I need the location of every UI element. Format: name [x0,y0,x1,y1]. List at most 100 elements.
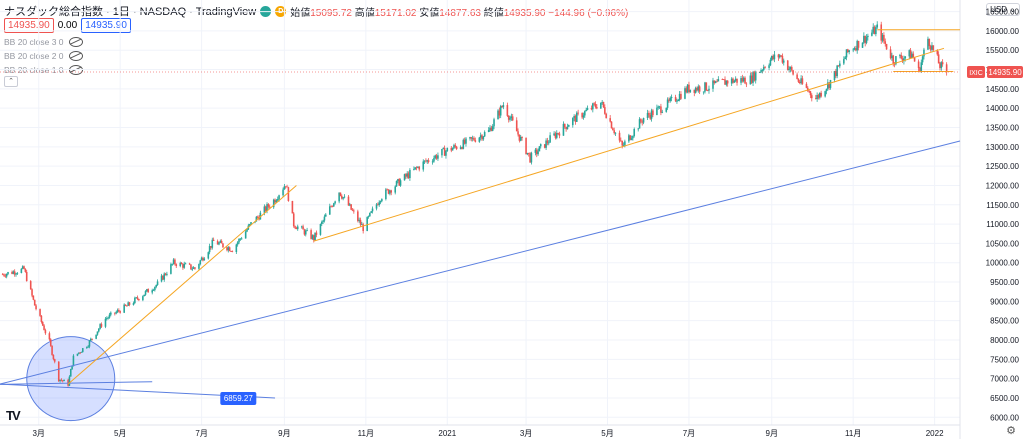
candle-body [909,50,912,59]
candle-body [479,135,482,138]
candle-body [63,379,65,382]
candle-body [422,161,425,170]
candle-body [526,152,529,155]
candle-body [200,257,203,261]
candle-body [403,174,406,181]
candle-body [192,267,195,269]
candle-body [106,318,108,320]
candle-body [525,137,527,155]
candle-body [409,169,411,179]
candle-body [592,103,594,110]
candle-body [399,180,402,186]
candle-body [753,72,756,81]
candle-body [425,160,427,162]
candle-body [852,49,854,51]
candle-body [857,40,860,48]
candle-body [797,78,800,82]
candle-body [721,79,724,80]
candle-body [87,346,89,348]
candle-body [95,334,97,339]
candle-body [489,127,491,131]
candle-body [596,107,598,109]
buy-button[interactable]: 14935.90 [81,18,131,33]
candle-body [798,81,801,84]
candle-body [871,32,873,36]
open-value: 15095.72 [310,7,352,19]
candle-body [319,223,322,235]
candle-body [13,271,16,275]
eye-off-icon[interactable] [68,37,83,47]
candle-body [883,34,885,42]
candle-body [609,118,611,122]
candle-body [128,302,131,305]
candle-body [341,195,343,199]
candle-body [847,49,849,53]
candle-body [367,216,370,218]
candle-body [649,115,652,119]
candle-body [100,324,103,327]
candle-body [377,204,379,206]
candle-body [642,117,645,123]
x-tick-label: 11月 [845,429,861,438]
candle-body [891,55,893,59]
candle-body [750,75,753,83]
candle-body [216,240,219,245]
y-tick-label: 14500.00 [986,85,1020,94]
indicator-row-2[interactable]: BB 20 close 2 0 [4,51,83,61]
candle-body [114,312,116,314]
candle-body [837,65,840,67]
candle-body [867,35,869,38]
candle-body [602,101,605,108]
candle-body [545,140,547,148]
candle-body [24,268,27,272]
x-tick-label: 7月 [683,429,695,438]
candle-body [538,146,541,152]
currency-select[interactable]: USD ⌄ [986,3,1020,16]
candle-body [782,60,785,63]
candle-body [770,55,773,60]
eye-off-icon[interactable] [68,51,83,61]
y-tick-label: 10000.00 [986,259,1020,268]
candle-body [218,242,220,245]
candle-body [203,258,206,261]
y-tick-label: 12500.00 [986,162,1020,171]
candle-body [586,108,589,110]
candle-body [828,82,830,88]
candle-body [498,110,501,116]
candle-body [256,216,259,218]
candle-body [680,93,682,99]
candle-body [614,132,617,134]
sell-button[interactable]: 14935.90 [4,18,54,33]
trendline-orange-1 [67,185,297,385]
y-tick-label: 11000.00 [986,220,1019,229]
candle-body [758,72,761,73]
candle-body [666,99,669,108]
candle-body [610,121,613,129]
candle-body [99,324,101,329]
candle-body [296,226,299,230]
candle-body [371,208,374,212]
candle-body [901,58,904,62]
x-tick-label: 5月 [601,429,613,438]
candle-body [163,273,166,280]
candle-body [228,247,231,252]
candle-body [222,243,224,248]
candle-body [624,141,626,146]
indicator-row-1[interactable]: BB 20 close 3 0 [4,37,83,47]
candle-body [351,209,354,211]
annotation-box [220,391,257,405]
candle-body [387,189,390,194]
candle-body [381,199,383,202]
collapse-indicators-button[interactable]: ⌃ [4,76,18,87]
candle-body [69,369,72,377]
candle-body [152,289,155,291]
candle-body [16,272,19,274]
y-tick-label: 15500.00 [986,46,1020,55]
gear-icon[interactable]: ⚙ [1006,425,1016,437]
candle-body [928,38,931,47]
y-tick-label: 7500.00 [990,355,1019,364]
candle-body [665,107,668,112]
candle-body [407,173,410,179]
candle-body [875,27,877,35]
